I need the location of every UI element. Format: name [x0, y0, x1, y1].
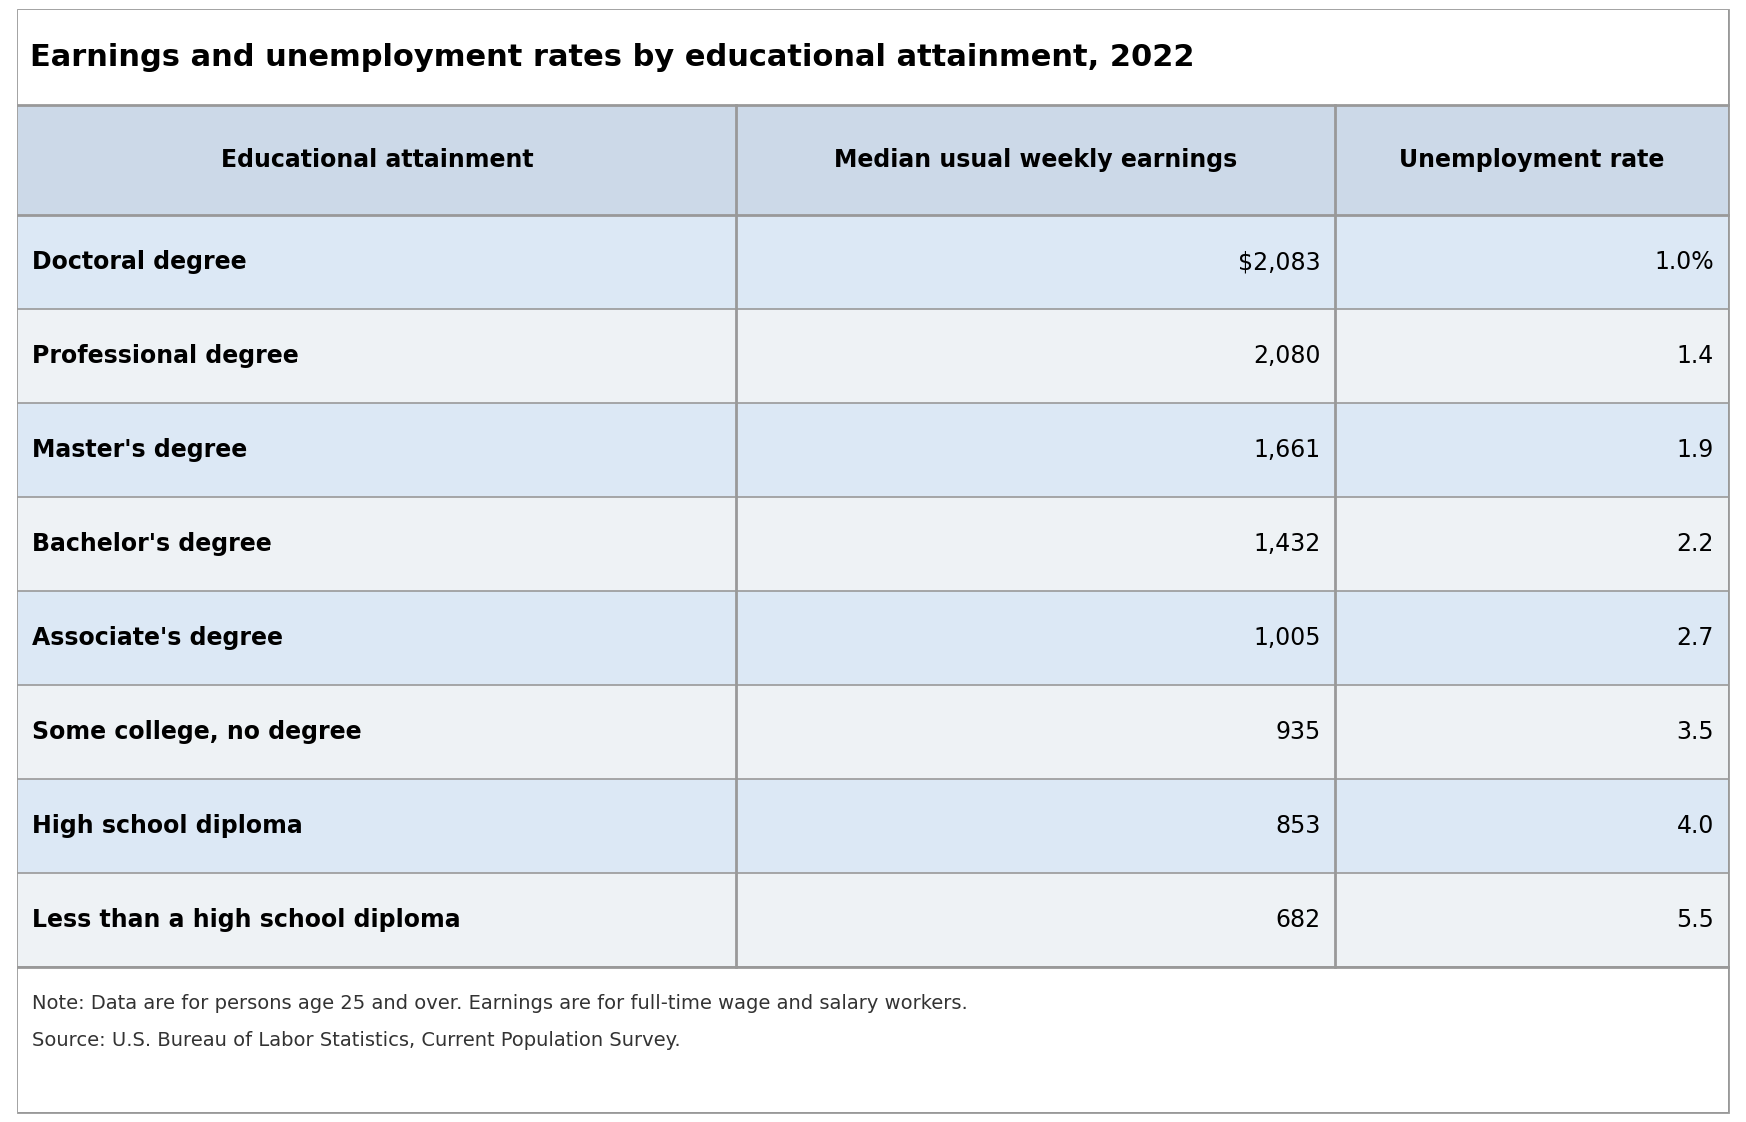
Bar [17, 873, 1729, 967]
Text: 1.9: 1.9 [1676, 438, 1715, 462]
Text: $2,083: $2,083 [1238, 250, 1320, 274]
Text: Some college, no degree: Some college, no degree [31, 720, 361, 744]
Text: High school diploma: High school diploma [31, 813, 302, 838]
Bar [17, 967, 1729, 1112]
Text: 682: 682 [1276, 908, 1320, 932]
Text: 3.5: 3.5 [1676, 720, 1715, 744]
Text: Educational attainment: Educational attainment [220, 148, 534, 172]
Bar [17, 105, 1729, 215]
Bar [17, 403, 1729, 497]
Text: 2.7: 2.7 [1676, 626, 1715, 650]
Bar [17, 497, 1729, 591]
Text: Earnings and unemployment rates by educational attainment, 2022: Earnings and unemployment rates by educa… [30, 43, 1194, 72]
Text: Associate's degree: Associate's degree [31, 626, 283, 650]
Text: Unemployment rate: Unemployment rate [1399, 148, 1664, 172]
Bar [17, 215, 1729, 309]
Text: 1.0%: 1.0% [1655, 250, 1715, 274]
Text: Doctoral degree: Doctoral degree [31, 250, 246, 274]
Text: Median usual weekly earnings: Median usual weekly earnings [835, 148, 1238, 172]
Text: 2,080: 2,080 [1254, 344, 1320, 368]
Bar [17, 779, 1729, 873]
Bar [17, 309, 1729, 403]
Text: Master's degree: Master's degree [31, 438, 248, 462]
Bar [17, 686, 1729, 779]
Text: 2.2: 2.2 [1676, 532, 1715, 557]
Text: Bachelor's degree: Bachelor's degree [31, 532, 272, 557]
Text: 4.0: 4.0 [1676, 813, 1715, 838]
Text: 1,661: 1,661 [1254, 438, 1320, 462]
Text: 1,005: 1,005 [1254, 626, 1320, 650]
Text: 1.4: 1.4 [1676, 344, 1715, 368]
Bar [17, 10, 1729, 105]
Text: 935: 935 [1275, 720, 1320, 744]
Text: 5.5: 5.5 [1676, 908, 1715, 932]
Text: Less than a high school diploma: Less than a high school diploma [31, 908, 461, 932]
Bar [17, 591, 1729, 686]
Text: Professional degree: Professional degree [31, 344, 299, 368]
Text: 1,432: 1,432 [1254, 532, 1320, 557]
Text: 853: 853 [1275, 813, 1320, 838]
Text: Note: Data are for persons age 25 and over. Earnings are for full-time wage and : Note: Data are for persons age 25 and ov… [31, 994, 967, 1050]
